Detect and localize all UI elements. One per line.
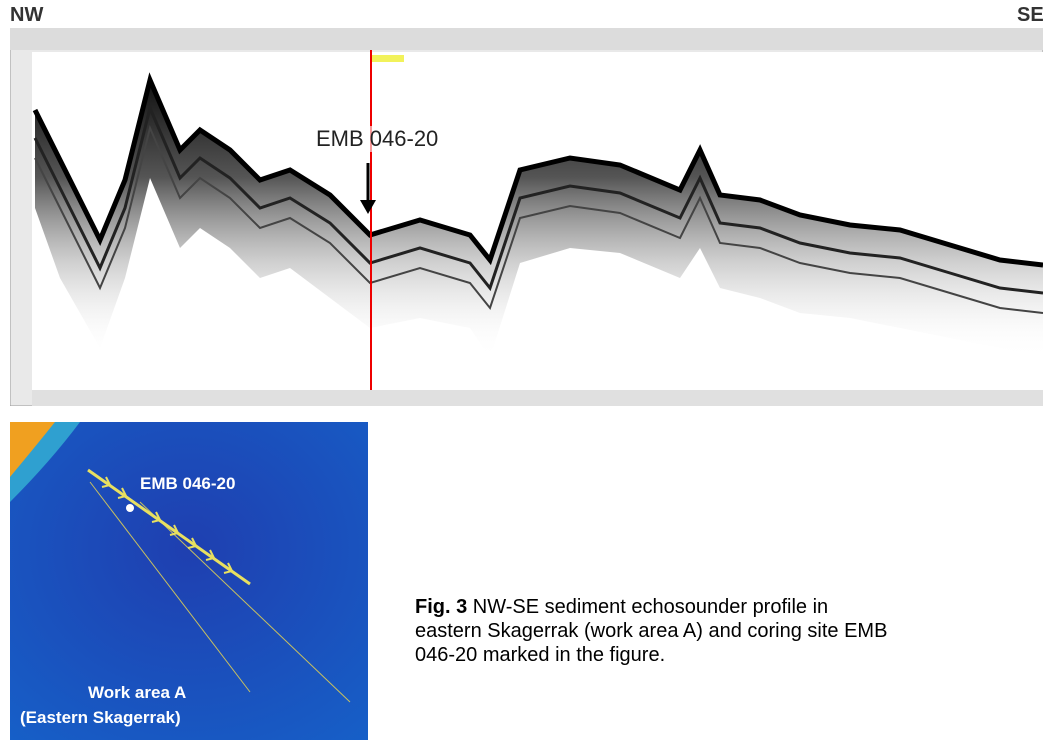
area-label: Work area A xyxy=(88,683,187,702)
map-label: EMB 046-20 xyxy=(140,474,236,493)
caption-prefix: Fig. 3 xyxy=(415,596,468,618)
map xyxy=(10,422,368,740)
nw-label: NW xyxy=(10,4,44,26)
echogram xyxy=(10,28,1043,406)
sea xyxy=(10,422,368,740)
caption-text: 046-20 marked in the figure. xyxy=(415,644,666,666)
caption-text: NW-SE sediment echosounder profile in xyxy=(472,596,829,618)
seafloor xyxy=(32,72,1043,358)
main-track xyxy=(87,468,251,586)
land xyxy=(10,422,55,477)
profile-label: EMB 046-20 xyxy=(316,126,439,152)
x-axis-strip xyxy=(32,390,1043,406)
core-tag xyxy=(372,55,404,62)
se-label: SE xyxy=(1017,4,1043,26)
caption-line: Fig. 3 NW-SE sediment echosounder profil… xyxy=(415,596,828,619)
track-line xyxy=(139,501,351,703)
track-line xyxy=(89,481,251,693)
area-label: (Eastern Skagerrak) xyxy=(20,708,181,727)
header-strip xyxy=(10,28,1043,50)
arrow-head xyxy=(360,200,376,214)
caption-text: eastern Skagerrak (work area A) and cori… xyxy=(415,620,888,642)
track-ticks xyxy=(101,476,234,574)
core-site xyxy=(126,504,134,512)
